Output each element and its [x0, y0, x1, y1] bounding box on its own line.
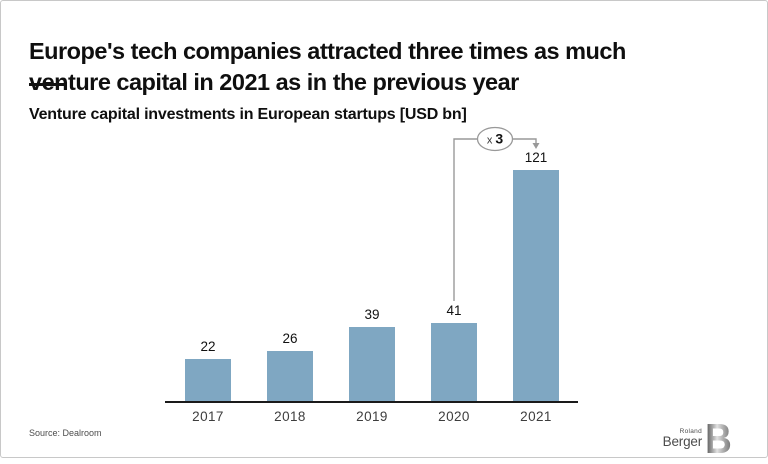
arrow-down-icon: [532, 143, 540, 149]
x-axis-tick-label: 2018: [274, 409, 306, 424]
page-title-line-2: venture capital in 2021 as in the previo…: [29, 68, 519, 95]
multiplier-connector-line: [453, 138, 537, 301]
logo-b-mark: B: [706, 420, 731, 456]
bar-value-label: 22: [200, 339, 216, 354]
x-axis-tick-label: 2019: [356, 409, 388, 424]
bar-value-label: 26: [282, 331, 298, 346]
bar-value-label: 39: [364, 307, 380, 322]
page-title: Europe's tech companies attracted three …: [29, 36, 739, 98]
title-underline-rule: [29, 83, 65, 86]
x-axis-tick-label: 2021: [520, 409, 552, 424]
roland-berger-logo: Roland Berger B: [663, 420, 731, 456]
source-note: Source: Dealroom: [29, 428, 102, 438]
x-axis-tick-label: 2017: [192, 409, 224, 424]
multiplier-annotation: x 3: [453, 126, 540, 301]
bar-2018: [267, 351, 313, 401]
bar-2021: [513, 170, 559, 401]
bar-value-label: 41: [446, 303, 462, 318]
multiplier-label: x 3: [487, 131, 504, 147]
page-title-line-1: Europe's tech companies attracted three …: [29, 37, 626, 64]
bar-chart: 22 2017 26 2018 39 2019 41 2020 121 2021 x 3: [165, 126, 578, 427]
x-axis-tick-label: 2020: [438, 409, 470, 424]
multiplier-badge: [476, 126, 514, 152]
logo-wordmark: Roland Berger: [662, 427, 703, 449]
logo-berger-text: Berger: [662, 433, 703, 449]
chart-subtitle: Venture capital investments in European …: [29, 106, 467, 124]
logo-roland-text: Roland: [679, 427, 702, 435]
svg-text:B: B: [706, 420, 731, 456]
bar-2017: [185, 359, 231, 401]
bar-value-label: 121: [524, 150, 548, 165]
bar-2020: [431, 323, 477, 401]
bar-2019: [349, 327, 395, 401]
x-axis-line: [165, 401, 578, 403]
